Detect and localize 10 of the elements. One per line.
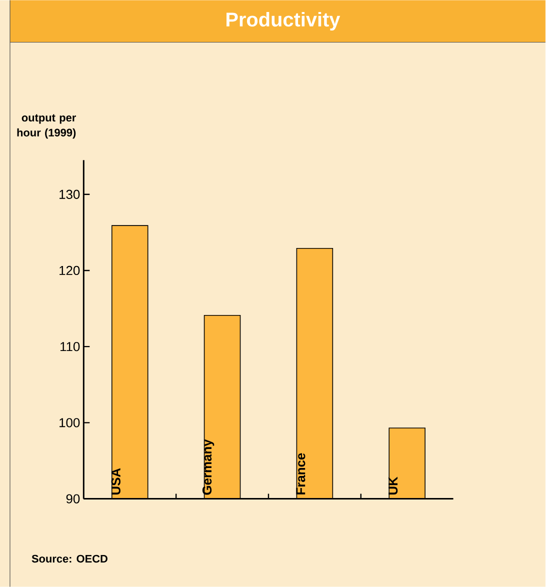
x-tick-label: France bbox=[296, 453, 306, 494]
chart-title: Productivity bbox=[226, 12, 340, 31]
y-tick-label: 90 bbox=[66, 494, 80, 504]
y-tick-label: 120 bbox=[60, 266, 80, 276]
x-tick-label: Germany bbox=[202, 439, 214, 495]
y-tick-label: 130 bbox=[60, 190, 80, 199]
y-axis-title: output per hour (1999) bbox=[17, 114, 76, 139]
source-note: Source: OECD bbox=[32, 554, 108, 563]
y-tick-label: 110 bbox=[60, 342, 80, 352]
y-tick-label: 100 bbox=[60, 418, 80, 428]
